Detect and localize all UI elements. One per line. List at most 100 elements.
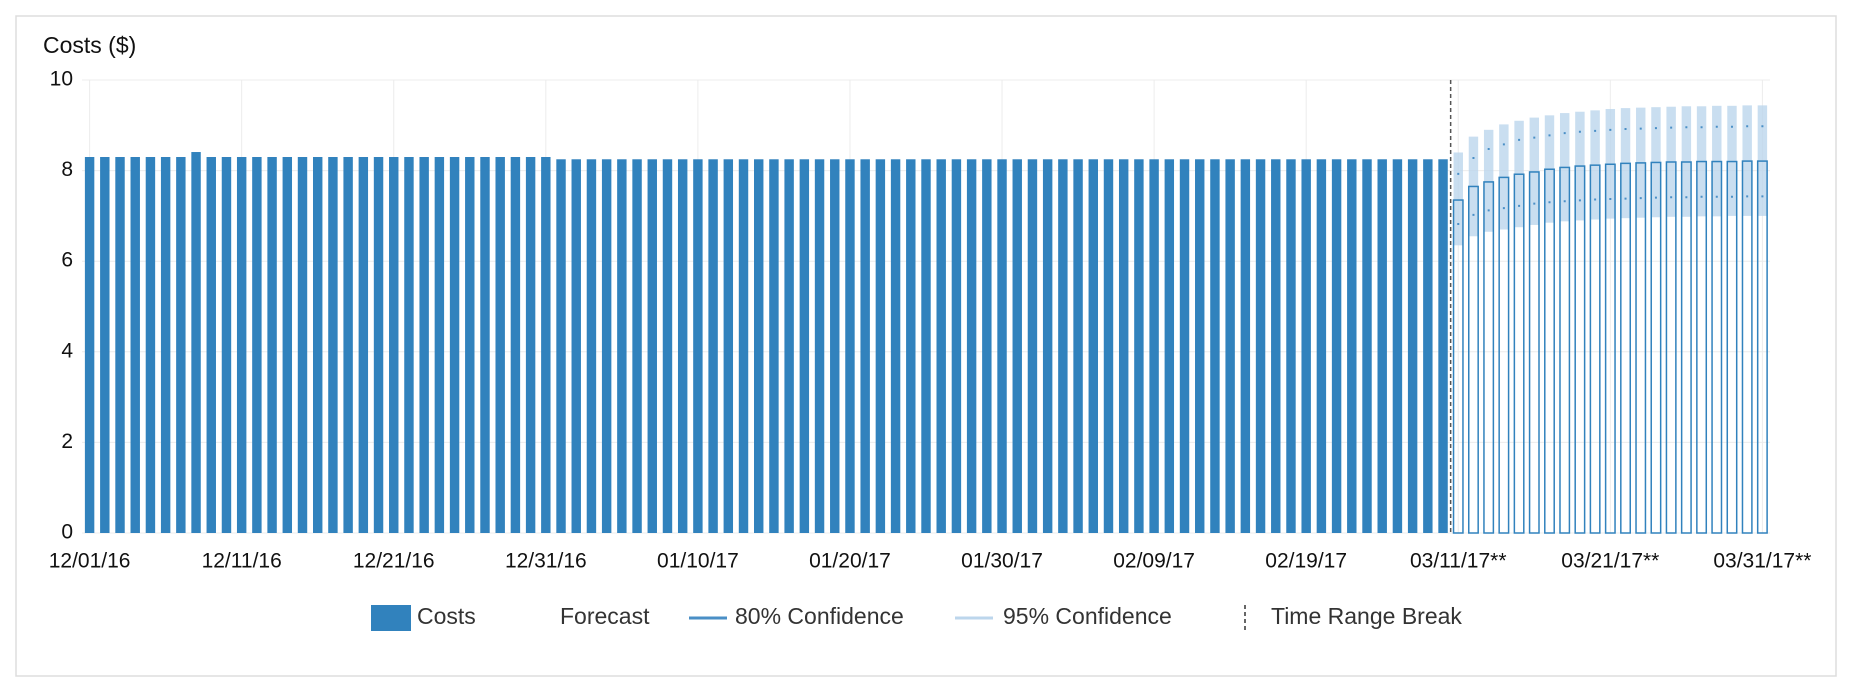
x-tick-label: 02/19/17 [1265,550,1347,573]
bar [373,157,384,533]
bar [541,157,551,533]
bar [297,157,308,533]
bar [845,159,855,533]
x-tick-label: 12/21/16 [353,550,435,573]
bar [525,157,536,533]
bar [312,157,323,533]
bar [1423,159,1433,533]
forecast-bar [1604,163,1616,534]
bar [1438,159,1448,533]
bar [1240,159,1251,533]
bar [662,159,673,533]
bar [936,159,946,533]
bar [252,157,262,533]
bar [723,159,734,533]
x-tick-label: 12/11/16 [202,550,282,573]
forecast-bar [1635,162,1647,534]
bar [100,157,110,533]
forecast-bar [1696,160,1708,534]
forecast-bar [1726,160,1738,534]
bar [647,159,657,533]
confidence-95 [1483,129,1494,232]
x-tick-label: 03/11/17** [1410,550,1507,573]
bar [1134,159,1144,533]
forecast-bar [1741,160,1753,534]
bar [556,159,566,533]
bar [860,159,870,533]
bar [1058,159,1068,533]
bar [1073,159,1083,533]
bar [510,157,521,533]
forecast-bar [1650,161,1662,534]
confidence-95 [1453,152,1463,246]
bar [1316,159,1327,533]
bar [997,159,1007,533]
bar [328,157,338,533]
bar [708,159,718,533]
bar [130,157,140,533]
bar [1164,159,1175,533]
bar [982,159,992,533]
legend-label: 95% Confidence [1003,603,1172,629]
bar [145,157,156,533]
bar [1042,159,1053,533]
bar [693,159,703,533]
bar [1407,159,1418,533]
forecast-bar [1680,161,1692,534]
bar [1118,159,1129,533]
forecast-bar [1756,160,1768,534]
x-tick-label: 03/21/17** [1561,550,1659,573]
bar [267,157,277,533]
forecast-bar [1452,199,1464,534]
bar [1179,159,1190,533]
bar [586,159,597,533]
legend-label: Forecast [560,603,650,629]
bar [677,159,688,533]
legend-swatch [371,605,411,631]
bar [434,157,445,533]
x-tick-label: 01/30/17 [961,550,1043,573]
bar [358,157,369,533]
y-tick-label: 0 [61,521,73,544]
forecast-bar [1528,171,1540,534]
x-tick-label: 03/31/17** [1713,550,1811,573]
bar [495,157,505,533]
legend-label: 80% Confidence [735,603,904,629]
bar [601,159,612,533]
bar [282,157,293,533]
x-tick-label: 12/01/16 [49,550,131,573]
x-tick-label: 02/09/17 [1113,550,1195,573]
legend-label: Costs [417,603,476,629]
bar [784,159,794,533]
bar [738,159,749,533]
bar [632,159,642,533]
forecast-bar [1544,168,1555,534]
forecast-bar [1513,173,1525,534]
bar [160,157,171,533]
bar [1255,159,1266,533]
bar [206,157,216,533]
forecast-bar [1483,181,1495,534]
forecast-bar [1589,164,1601,534]
bar [1331,159,1342,533]
bar [1347,159,1357,533]
bar [921,159,931,533]
bar [343,157,353,533]
legend-label: Time Range Break [1271,603,1462,629]
bar [389,157,399,533]
bar [419,157,429,533]
forecast-bar [1620,162,1631,534]
y-tick-label: 10 [50,68,73,91]
bar [906,159,916,533]
bar [1377,159,1387,533]
bar [236,157,247,533]
y-tick-label: 4 [61,339,73,362]
bar [449,157,460,533]
bar [799,159,810,533]
bar [617,159,627,533]
y-tick-label: 6 [61,249,73,272]
bar [465,157,475,533]
bar [571,159,581,533]
bar [830,159,840,533]
